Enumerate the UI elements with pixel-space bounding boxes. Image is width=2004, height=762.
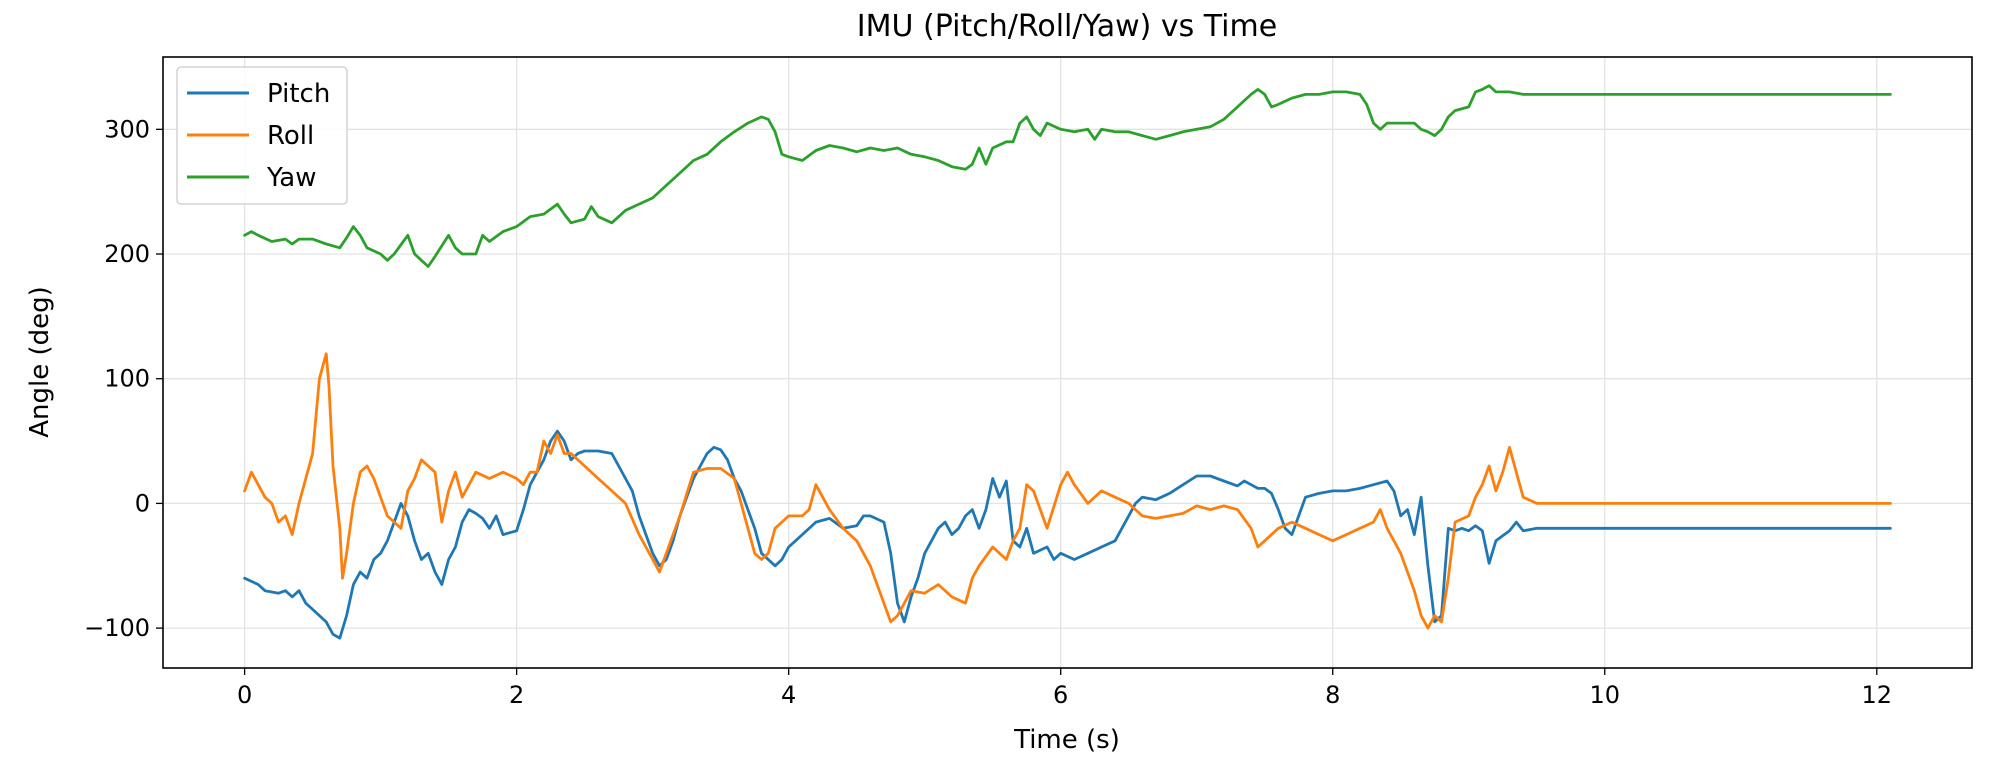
y-tick-label: 100 — [104, 365, 150, 393]
series-line-yaw — [243, 84, 1892, 268]
y-tick-label: 200 — [104, 240, 150, 268]
series-line-pitch — [243, 429, 1892, 640]
x-tick-label: 12 — [1862, 681, 1893, 709]
plot-area — [162, 56, 1973, 669]
grid — [163, 57, 1972, 668]
y-tick-label: 0 — [135, 489, 150, 517]
plot-lines — [243, 84, 1892, 640]
x-axis-label: Time (s) — [1013, 725, 1120, 755]
y-axis-label: Angle (deg) — [25, 286, 55, 438]
legend-label-roll: Roll — [267, 121, 314, 151]
x-tick-label: 10 — [1589, 681, 1620, 709]
y-tick-label: 300 — [104, 115, 150, 143]
chart-title: IMU (Pitch/Roll/Yaw) vs Time — [857, 9, 1277, 44]
x-tick-label: 6 — [1053, 681, 1068, 709]
legend-label-pitch: Pitch — [267, 79, 330, 109]
x-tick-label: 8 — [1325, 681, 1340, 709]
x-tick-label: 0 — [237, 681, 252, 709]
y-tick-label: −100 — [84, 614, 150, 642]
legend-frame — [176, 66, 348, 205]
legend: Pitch Roll Yaw — [176, 66, 348, 205]
x-tick-label: 4 — [781, 681, 796, 709]
x-tick-label: 2 — [509, 681, 524, 709]
legend-label-yaw: Yaw — [266, 163, 317, 193]
series-line-roll — [243, 352, 1892, 630]
axis-ticks: 0 2 4 6 8 10 12 −100 0 100 200 300 — [84, 115, 1892, 709]
